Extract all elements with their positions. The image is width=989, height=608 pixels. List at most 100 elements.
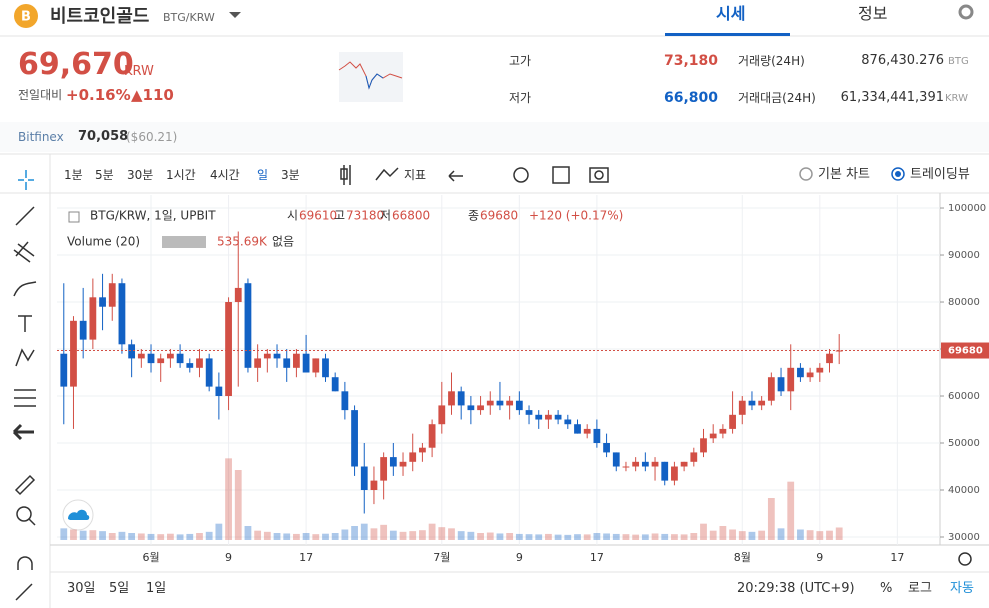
chart-mode[interactable]: 트레이딩뷰 bbox=[910, 167, 970, 182]
volume-bar bbox=[128, 533, 136, 540]
volume-bar bbox=[661, 533, 669, 540]
volume-bar bbox=[254, 530, 262, 540]
volume-bar bbox=[545, 533, 552, 540]
candle-body bbox=[322, 358, 329, 378]
stat-label: 거래대금(24H) bbox=[738, 91, 816, 105]
candle-body bbox=[748, 400, 756, 406]
volume-bar bbox=[263, 531, 271, 540]
candle-body bbox=[486, 400, 494, 406]
volume-bar bbox=[787, 481, 795, 540]
candle-body bbox=[700, 438, 707, 453]
volume-bar bbox=[351, 526, 358, 540]
volume-bar bbox=[535, 534, 543, 540]
volume-bar bbox=[583, 534, 591, 540]
candle-body bbox=[448, 391, 455, 406]
x-tick-label: 9 bbox=[816, 551, 823, 564]
candle-body bbox=[351, 410, 358, 467]
stat-label: 거래량(24H) bbox=[738, 54, 805, 68]
exchange-usd: ($60.21) bbox=[126, 130, 178, 144]
candle-body bbox=[515, 400, 523, 411]
volume-bar bbox=[564, 534, 572, 540]
volume-bar bbox=[99, 531, 106, 540]
legend-change: +120 (+0.17%) bbox=[529, 209, 623, 223]
volume-bar bbox=[622, 534, 630, 540]
volume-bar bbox=[167, 533, 174, 540]
volume-bar bbox=[370, 528, 378, 540]
interval[interactable]: 1시간 bbox=[166, 168, 196, 182]
volume-bar bbox=[118, 531, 126, 540]
candle-body bbox=[118, 283, 126, 345]
candle-body bbox=[593, 428, 601, 444]
interval[interactable]: 4시간 bbox=[210, 168, 240, 182]
volume-bar bbox=[89, 530, 97, 540]
candle-body bbox=[835, 350, 843, 352]
y-tick-label: 60000 bbox=[948, 391, 980, 402]
tab[interactable]: 시세 bbox=[716, 4, 746, 23]
candle-body bbox=[215, 386, 223, 397]
candle-body bbox=[312, 358, 320, 373]
interval[interactable]: 1분 bbox=[64, 168, 83, 182]
legend-value: 66800 bbox=[392, 209, 430, 223]
y-tick-label: 90000 bbox=[948, 250, 980, 261]
indicator-button[interactable]: 지표 bbox=[404, 168, 427, 182]
stat-label: 고가 bbox=[509, 54, 532, 68]
volume-bar bbox=[758, 530, 766, 540]
range[interactable]: 1일 bbox=[146, 581, 167, 596]
candle-body bbox=[137, 353, 145, 359]
exchange-price: 70,058 bbox=[78, 129, 129, 144]
range[interactable]: 5일 bbox=[109, 581, 130, 596]
option[interactable]: 자동 bbox=[950, 581, 974, 596]
legend-symbol: BTG/KRW, 1일, UPBIT bbox=[90, 209, 216, 223]
candle-body bbox=[389, 457, 397, 467]
volume-bar bbox=[651, 533, 659, 540]
legend-label: 종 bbox=[468, 209, 479, 223]
candle-body bbox=[583, 428, 591, 434]
last-price-label: 69680 bbox=[948, 346, 983, 357]
coin-pair[interactable]: BTG/KRW bbox=[163, 11, 215, 24]
x-tick-label: 7월 bbox=[433, 551, 450, 564]
candle-body bbox=[254, 358, 262, 368]
volume-bar bbox=[525, 534, 533, 540]
option[interactable]: % bbox=[880, 581, 893, 596]
volume-bar bbox=[438, 527, 446, 540]
candle-body bbox=[205, 358, 213, 387]
volume-bar bbox=[176, 534, 184, 540]
volume-bar bbox=[632, 534, 640, 540]
candle-body bbox=[690, 452, 698, 462]
stat-label: 저가 bbox=[509, 91, 532, 105]
candle-body bbox=[360, 466, 368, 491]
clock: 20:29:38 (UTC+9) bbox=[737, 581, 855, 596]
candle-body bbox=[331, 377, 339, 392]
interval[interactable]: 일 bbox=[257, 168, 269, 182]
candle-body bbox=[196, 358, 203, 368]
interval[interactable]: 5분 bbox=[95, 168, 114, 182]
volume-bar bbox=[225, 458, 232, 540]
coin-name: 비트코인골드 bbox=[50, 6, 150, 27]
volume-bar bbox=[574, 534, 581, 540]
y-tick-label: 40000 bbox=[948, 485, 980, 496]
volume-bar bbox=[748, 531, 756, 540]
interval[interactable]: 3분 bbox=[281, 168, 300, 182]
candle-body bbox=[428, 424, 436, 448]
volume-bar bbox=[399, 531, 407, 540]
stat-value: 66,800 bbox=[663, 90, 718, 106]
volume-bar bbox=[738, 531, 746, 540]
interval[interactable]: 30분 bbox=[127, 168, 154, 182]
candle-body bbox=[99, 297, 106, 307]
option[interactable]: 로그 bbox=[908, 581, 932, 596]
candle-body bbox=[60, 353, 68, 387]
volume-bar bbox=[612, 533, 620, 540]
volume-bar bbox=[719, 526, 727, 540]
change-pct: +0.16% bbox=[66, 86, 131, 104]
candle-body bbox=[787, 367, 795, 392]
volume-bar bbox=[806, 530, 814, 540]
volume-bar bbox=[322, 533, 329, 540]
volume-bar bbox=[477, 533, 484, 540]
tab[interactable]: 정보 bbox=[858, 4, 888, 23]
candle-body bbox=[506, 400, 514, 406]
range[interactable]: 30일 bbox=[67, 581, 96, 596]
candle-body bbox=[564, 419, 572, 425]
chart-mode[interactable]: 기본 차트 bbox=[818, 167, 870, 182]
